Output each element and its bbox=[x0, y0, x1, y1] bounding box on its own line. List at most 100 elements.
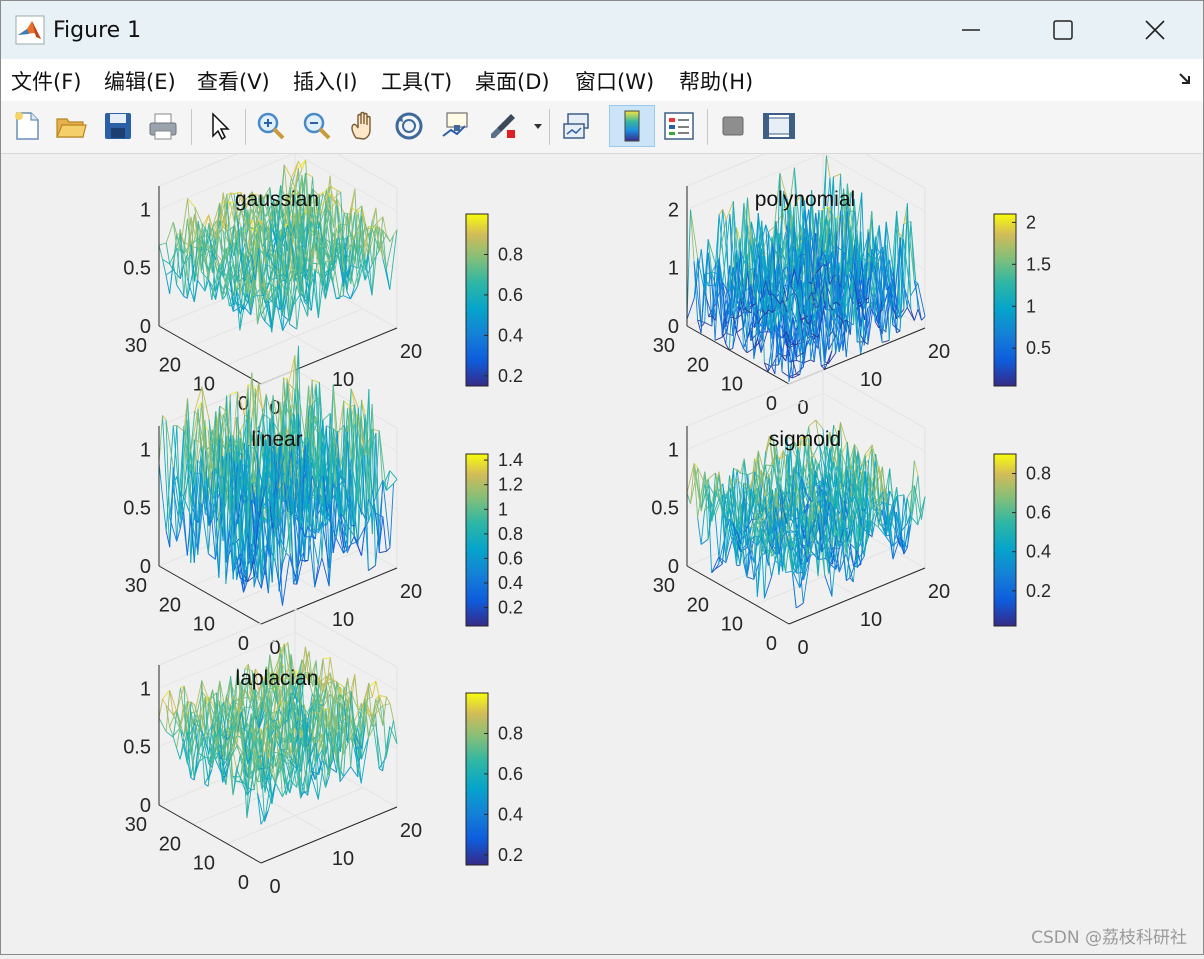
matlab-logo-icon bbox=[15, 15, 45, 45]
open-button[interactable] bbox=[51, 105, 91, 147]
brush-dropdown-chevron-icon[interactable] bbox=[533, 123, 543, 131]
mesh-line bbox=[170, 690, 177, 711]
mesh-line bbox=[159, 463, 166, 531]
z-tick-label: 1 bbox=[668, 439, 679, 461]
mesh-line bbox=[290, 324, 297, 329]
y-tick-label: 10 bbox=[721, 614, 743, 636]
mesh-line bbox=[701, 511, 705, 545]
mesh-line bbox=[715, 564, 722, 569]
new-figure-button[interactable] bbox=[7, 105, 47, 147]
colorbar bbox=[994, 454, 1016, 626]
y-tick-label: 30 bbox=[653, 575, 675, 597]
close-icon bbox=[1144, 19, 1166, 41]
colorbar-tick-label: 0.4 bbox=[1026, 542, 1051, 562]
toolbar-separator bbox=[191, 109, 192, 145]
z-tick-label: 1 bbox=[668, 258, 679, 280]
z-tick-label: 2 bbox=[668, 199, 679, 221]
mesh-line bbox=[708, 473, 715, 479]
show-plot-tools-button[interactable] bbox=[759, 105, 799, 147]
colorbar-icon bbox=[620, 109, 644, 143]
link-plot-button[interactable] bbox=[557, 105, 597, 147]
subplot-title: linear bbox=[251, 428, 302, 451]
menu-file[interactable]: 文件(F) bbox=[11, 66, 81, 96]
mesh-line bbox=[715, 337, 722, 340]
mesh-line bbox=[323, 414, 330, 421]
y-tick-label: 20 bbox=[687, 354, 709, 376]
mesh-line bbox=[922, 317, 926, 321]
y-tick-label: 10 bbox=[193, 614, 215, 636]
subplot-gaussian: 00.51010200102030gaussian0.20.40.60.8 bbox=[123, 154, 523, 419]
rotate-3d-button[interactable] bbox=[389, 105, 429, 147]
save-button[interactable] bbox=[98, 105, 138, 147]
dock-arrow-icon[interactable] bbox=[1177, 71, 1193, 87]
y-tick-label: 30 bbox=[125, 575, 147, 597]
edit-plot-button[interactable] bbox=[199, 105, 239, 147]
mesh-line bbox=[882, 340, 889, 342]
mesh-line bbox=[208, 554, 215, 560]
mesh-line bbox=[386, 234, 390, 241]
mesh-line bbox=[890, 469, 894, 506]
hide-plot-tools-button[interactable] bbox=[713, 105, 753, 147]
menu-help[interactable]: 帮助(H) bbox=[679, 66, 753, 96]
y-tick-label: 0 bbox=[766, 393, 777, 415]
brush-button[interactable] bbox=[483, 105, 523, 147]
colorbar-tick-label: 0.8 bbox=[498, 245, 523, 265]
zoom-out-button[interactable] bbox=[297, 105, 337, 147]
mesh-line bbox=[827, 156, 831, 178]
x-tick-label: 0 bbox=[797, 637, 808, 659]
subplot-title: polynomial bbox=[755, 188, 855, 211]
toolbar-separator bbox=[707, 109, 708, 145]
pan-button[interactable] bbox=[343, 105, 383, 147]
mesh-line bbox=[159, 718, 166, 732]
zoom-out-icon bbox=[301, 110, 333, 142]
menu-edit[interactable]: 编辑(E) bbox=[104, 66, 176, 96]
figure-canvas[interactable]: 00.51010200102030gaussian0.20.40.60.8 0 1 2… bbox=[1, 154, 1203, 954]
minimize-button[interactable] bbox=[925, 1, 1017, 59]
mesh-line bbox=[368, 565, 375, 570]
colorbar-tick-label: 0.8 bbox=[1026, 464, 1051, 484]
colorbar-tick-label: 1.4 bbox=[498, 450, 523, 470]
colorbar-tick-label: 0.2 bbox=[498, 366, 523, 386]
insert-legend-button[interactable] bbox=[659, 105, 699, 147]
colorbar-ticks: 0.511.52 bbox=[1012, 212, 1051, 358]
maximize-button[interactable] bbox=[1017, 1, 1109, 59]
mesh-line bbox=[698, 518, 702, 545]
print-icon bbox=[147, 111, 179, 141]
mesh-line bbox=[376, 513, 383, 517]
zoom-in-button[interactable] bbox=[251, 105, 291, 147]
menu-view[interactable]: 查看(V) bbox=[197, 66, 270, 96]
mesh-line bbox=[744, 488, 751, 490]
mesh-line bbox=[766, 477, 770, 478]
z-tick-label: 1 bbox=[140, 439, 151, 461]
menu-tools[interactable]: 工具(T) bbox=[381, 66, 452, 96]
insert-colorbar-button[interactable] bbox=[609, 105, 655, 147]
y-tick-label: 10 bbox=[721, 374, 743, 396]
close-button[interactable] bbox=[1109, 1, 1201, 59]
mesh-line bbox=[166, 243, 170, 264]
mesh-line bbox=[687, 210, 691, 320]
mesh-line bbox=[747, 577, 754, 580]
subplots-canvas: 00.51010200102030gaussian0.20.40.60.8 0 1 2… bbox=[1, 154, 1203, 954]
menu-insert[interactable]: 插入(I) bbox=[293, 66, 358, 96]
data-cursor-button[interactable] bbox=[435, 105, 475, 147]
rotate-3d-icon bbox=[393, 110, 425, 142]
mesh-line bbox=[245, 707, 252, 708]
mesh-line bbox=[691, 210, 695, 261]
menu-desktop[interactable]: 桌面(D) bbox=[475, 66, 550, 96]
data-cursor-icon bbox=[439, 110, 471, 142]
x-tick-label: 20 bbox=[400, 341, 422, 363]
link-plot-icon bbox=[561, 110, 593, 142]
floor-grid-line bbox=[227, 777, 329, 835]
mesh-line bbox=[914, 461, 918, 476]
colorbar-tick-label: 0.2 bbox=[498, 598, 523, 618]
menu-window[interactable]: 窗口(W) bbox=[575, 66, 654, 96]
mesh-line bbox=[705, 323, 712, 327]
print-button[interactable] bbox=[143, 105, 183, 147]
title-bar[interactable]: Figure 1 bbox=[1, 1, 1203, 59]
y-tick-label: 20 bbox=[159, 594, 181, 616]
z-tick-label: 0.5 bbox=[123, 258, 151, 280]
x-tick-label: 10 bbox=[860, 369, 882, 391]
mesh-line bbox=[687, 298, 694, 319]
